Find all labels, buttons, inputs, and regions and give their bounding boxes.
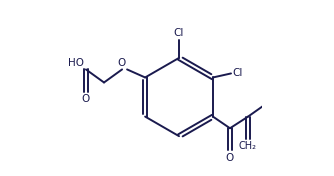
- Text: CH₂: CH₂: [239, 141, 257, 151]
- Text: O: O: [226, 153, 234, 163]
- Text: Cl: Cl: [174, 28, 184, 38]
- Text: O: O: [82, 94, 90, 104]
- Text: O: O: [118, 58, 126, 68]
- Text: HO: HO: [68, 58, 85, 68]
- Text: Cl: Cl: [232, 68, 242, 78]
